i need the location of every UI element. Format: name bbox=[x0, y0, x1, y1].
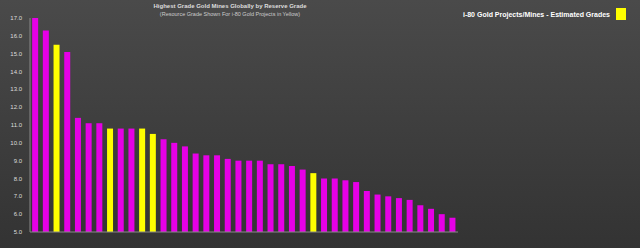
svg-text:6.0: 6.0 bbox=[14, 211, 23, 217]
svg-text:7.0: 7.0 bbox=[14, 193, 23, 199]
svg-text:13.0: 13.0 bbox=[10, 86, 22, 92]
svg-text:9.0: 9.0 bbox=[14, 158, 23, 164]
svg-text:5.0: 5.0 bbox=[14, 229, 23, 235]
svg-text:10.0: 10.0 bbox=[10, 140, 22, 146]
html-text:(Resource Grade Shown For i-80: (Resource Grade Shown For i-80 Gold Proj… bbox=[159, 11, 301, 17]
svg-text:11.0: 11.0 bbox=[11, 122, 23, 128]
svg-text:14.0: 14.0 bbox=[10, 69, 22, 75]
svg-text:16.0: 16.0 bbox=[10, 33, 22, 39]
html-text:Highest Grade Gold Mines Globa: Highest Grade Gold Mines Globally by Res… bbox=[153, 3, 307, 9]
svg-text:12.0: 12.0 bbox=[10, 104, 22, 110]
svg-text:8.0: 8.0 bbox=[14, 176, 23, 182]
svg-text:17.0: 17.0 bbox=[10, 15, 22, 21]
svg-text:15.0: 15.0 bbox=[10, 51, 22, 57]
html-text:i-80 Gold Projects/Mines - Est: i-80 Gold Projects/Mines - Estimated Gra… bbox=[463, 10, 610, 18]
